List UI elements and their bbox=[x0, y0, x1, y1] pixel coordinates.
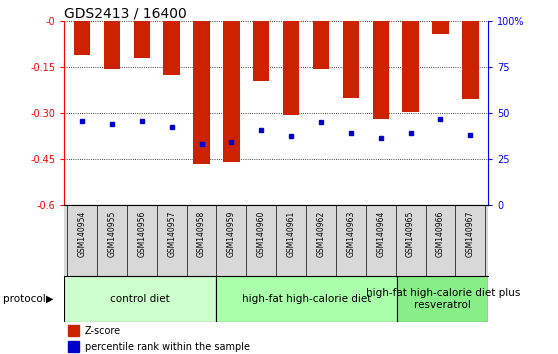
Bar bbox=[215, 276, 397, 322]
Bar bbox=[432, 21, 449, 34]
Bar bbox=[253, 21, 270, 81]
Text: GSM140960: GSM140960 bbox=[257, 211, 266, 257]
Bar bbox=[397, 276, 488, 322]
Bar bbox=[163, 21, 180, 75]
Text: high-fat high-calorie diet: high-fat high-calorie diet bbox=[242, 294, 371, 304]
Text: GSM140957: GSM140957 bbox=[167, 211, 176, 257]
Text: GSM140961: GSM140961 bbox=[287, 211, 296, 257]
Bar bbox=[69, 341, 79, 353]
Text: GSM140963: GSM140963 bbox=[347, 211, 355, 257]
Bar bbox=[133, 21, 150, 58]
Text: GSM140956: GSM140956 bbox=[137, 211, 146, 257]
Bar bbox=[462, 21, 479, 99]
Bar bbox=[69, 325, 79, 336]
Text: GDS2413 / 16400: GDS2413 / 16400 bbox=[64, 6, 187, 20]
Bar bbox=[343, 21, 359, 98]
Bar bbox=[74, 21, 90, 55]
Bar bbox=[104, 21, 120, 69]
Text: GSM140958: GSM140958 bbox=[197, 211, 206, 257]
Bar bbox=[402, 21, 419, 112]
Text: Z-score: Z-score bbox=[85, 326, 121, 336]
Text: protocol: protocol bbox=[3, 294, 46, 304]
Text: high-fat high-calorie diet plus
resveratrol: high-fat high-calorie diet plus resverat… bbox=[365, 288, 520, 310]
Text: GSM140967: GSM140967 bbox=[466, 211, 475, 257]
Text: control diet: control diet bbox=[110, 294, 170, 304]
Text: GSM140964: GSM140964 bbox=[376, 211, 385, 257]
Bar bbox=[193, 21, 210, 164]
Text: GSM140966: GSM140966 bbox=[436, 211, 445, 257]
Text: GSM140955: GSM140955 bbox=[108, 211, 117, 257]
Text: GSM140959: GSM140959 bbox=[227, 211, 236, 257]
Text: GSM140954: GSM140954 bbox=[78, 211, 86, 257]
Bar bbox=[223, 21, 239, 162]
Bar bbox=[373, 21, 389, 119]
Text: ▶: ▶ bbox=[46, 294, 54, 304]
Text: GSM140962: GSM140962 bbox=[316, 211, 325, 257]
Text: percentile rank within the sample: percentile rank within the sample bbox=[85, 342, 250, 352]
Bar bbox=[64, 276, 215, 322]
Text: GSM140965: GSM140965 bbox=[406, 211, 415, 257]
Bar bbox=[313, 21, 329, 69]
Bar bbox=[283, 21, 299, 115]
